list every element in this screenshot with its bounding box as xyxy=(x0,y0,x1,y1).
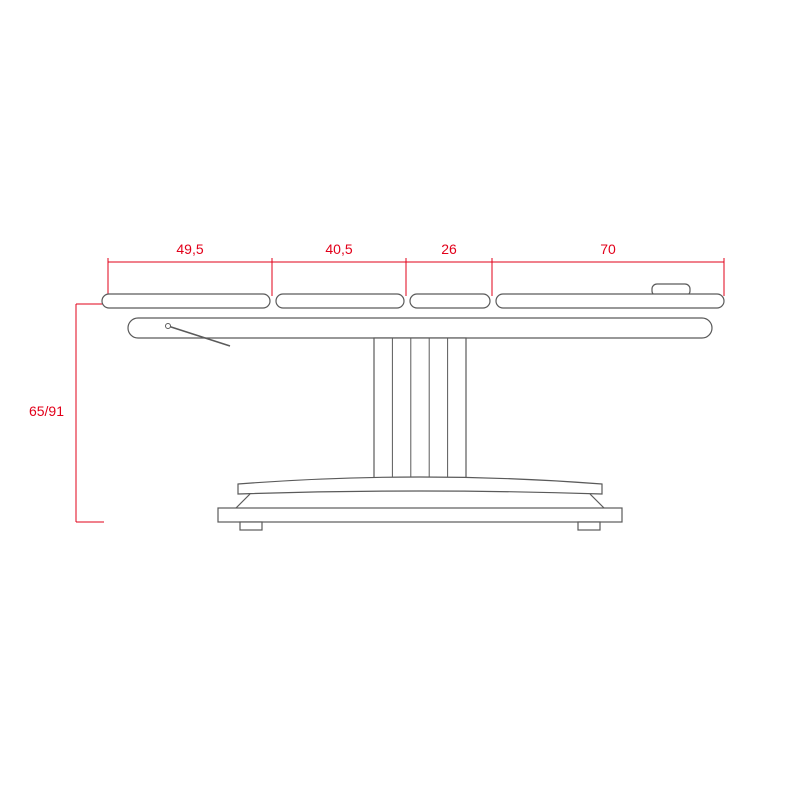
base-connector xyxy=(236,494,250,508)
foot xyxy=(240,522,262,530)
dim-label: 26 xyxy=(441,241,457,257)
dim-label-height: 65/91 xyxy=(29,403,64,419)
base-upper xyxy=(238,477,602,494)
foot xyxy=(578,522,600,530)
base-connector xyxy=(590,494,604,508)
cushion-segment xyxy=(496,294,724,308)
dim-label: 70 xyxy=(600,241,616,257)
lever-knob xyxy=(166,324,171,329)
cushion-segment xyxy=(410,294,490,308)
cushion-segment xyxy=(276,294,404,308)
base-lower xyxy=(218,508,622,522)
dim-label: 49,5 xyxy=(176,241,203,257)
deck-bar xyxy=(128,318,712,338)
dim-label: 40,5 xyxy=(325,241,352,257)
column-body xyxy=(374,338,466,480)
technical-drawing: 49,5 40,5 26 70 65/91 xyxy=(0,0,800,800)
cushion-segment xyxy=(102,294,270,308)
